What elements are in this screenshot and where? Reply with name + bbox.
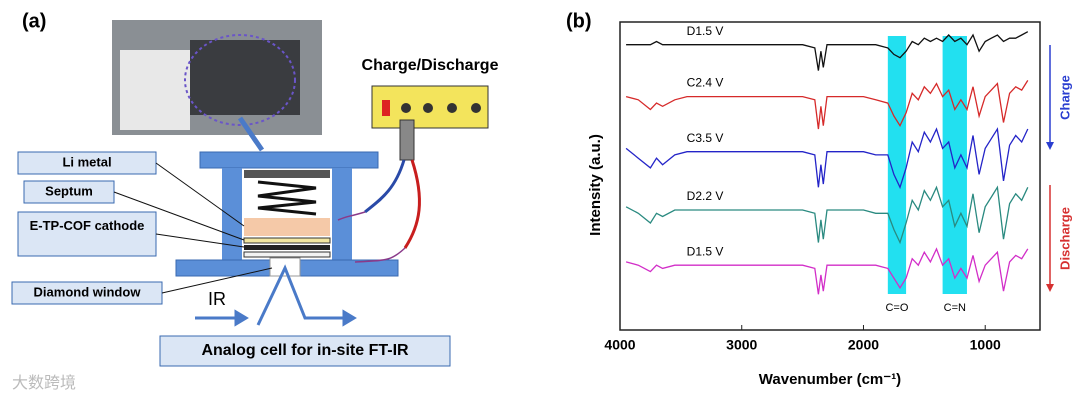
panel-label: (b) [566,10,592,32]
plot-frame [619,21,1041,331]
wire [403,159,421,249]
layer-label-box: E-TP-COF cathode [29,218,145,233]
layer-label: Li metal [62,154,111,169]
plug [399,119,415,161]
layer-label: Diamond window [34,284,142,299]
spring [257,180,317,216]
x-tick-label: 2000 [848,337,879,353]
layer-label: Septum [45,183,93,198]
power-label: Charge/Discharge [362,57,499,74]
band [887,36,907,294]
watermark: 大数跨境 [12,373,76,392]
series-label: C3.5 V [687,131,724,145]
direction-label: Charge [1057,75,1072,120]
band-label: C=O [885,302,908,314]
cell-top [199,151,379,169]
x-axis-label: Wavenumber (cm⁻¹) [759,371,901,388]
septum [243,237,331,244]
x-tick-label: 4000 [604,337,635,353]
spectrum [625,185,1029,245]
panel-label: (a) [22,10,46,32]
caption-box [159,335,451,367]
ir-beam [195,264,357,327]
cathode [244,245,330,250]
series-label: D1.5 V [687,24,724,38]
arrow [237,116,265,152]
arrow-head [1046,284,1054,292]
leader-lines [113,162,273,294]
wire [337,211,366,221]
spectrum [625,80,1029,130]
y-axis-label: Intensity (a.u.) [587,134,604,236]
cell-wall [332,168,352,260]
spectrum [625,127,1029,190]
knob [423,103,433,113]
photo-circle [184,34,296,126]
panel-a: (a) Li metal Septum E-TP-COF cathode Dia… [11,10,499,392]
series-label: D2.2 V [687,189,724,203]
knob [447,103,457,113]
photo-part [120,50,190,130]
layer-label: E-TP-COF cathode [29,218,145,233]
ir-label: IR [208,289,226,309]
x-tick-label: 1000 [970,337,1001,353]
band-label: C=N [944,302,966,314]
labels [11,151,163,305]
knob [471,103,481,113]
direction-label: Discharge [1057,207,1072,270]
wire [354,247,406,263]
spectrum [626,31,1029,71]
knob [401,103,411,113]
x-tick-label: 3000 [726,337,757,353]
li-metal [244,218,330,236]
arrow-head [1046,142,1054,150]
panel-b: (b) Intensity (a.u.) Wavenumber (cm⁻¹) C… [566,10,1072,388]
plate [244,170,330,178]
photo-part [190,40,300,115]
series-label: C2.4 V [687,76,724,90]
spectrum [625,247,1029,295]
caption: Analog cell for in-site FT-IR [201,342,409,359]
wire [364,159,406,214]
indicator [382,100,390,116]
label-box [17,211,157,257]
layer [243,251,331,258]
series-label: D1.5 V [687,244,724,258]
